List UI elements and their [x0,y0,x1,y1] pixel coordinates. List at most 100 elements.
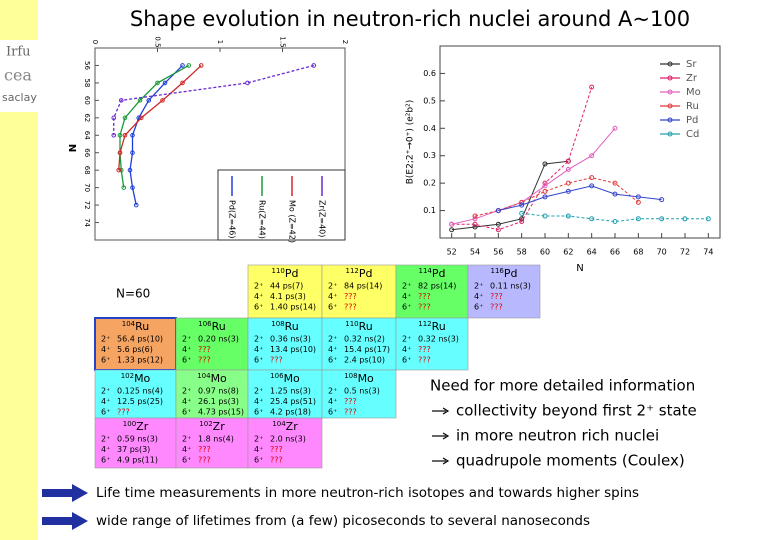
data-point [612,180,618,186]
state-label: 2⁺ [254,435,263,444]
data-point [162,80,168,86]
nucleus-cell [321,317,397,371]
lifetime: 15.4 ps(17) [344,345,390,354]
mass-number: 100 [123,420,136,428]
data-point [635,216,641,222]
x-tick-label: 70 [657,248,667,257]
state-label: 4⁺ [474,292,483,301]
slide-title: Shape evolution in neutron-rich nuclei a… [130,7,690,31]
data-point [612,191,618,197]
state-label: 2⁺ [474,282,483,291]
legend-marker [667,131,673,137]
data-point [542,183,548,189]
lifetime: 44 ps(7) [270,282,303,291]
legend-marker [667,61,673,67]
data-point [519,219,525,225]
logo-text: cea [4,66,32,85]
x-tick-label: 62 [563,248,573,257]
data-point [542,161,548,167]
state-label: 6⁺ [254,356,263,365]
series-line [129,64,183,206]
state-label: 2⁺ [254,282,263,291]
lifetime: 25.4 ps(51) [270,397,316,406]
state-label: 6⁺ [182,456,191,465]
element-symbol: Pd [285,267,299,280]
lifetime: 5.6 ps(6) [117,345,153,354]
y-tick-label: 62 [83,113,91,122]
data-point [127,167,133,173]
legend-label: Pd(Z=46) [228,200,237,239]
lifetime: 56.4 ps(10) [117,335,163,344]
data-point [137,98,143,103]
data-point [160,98,165,103]
y-tick-label: 60 [83,96,91,105]
notes-heading: Need for more detailed information [430,377,695,395]
data-point [495,227,501,233]
lifetime: 84 ps(14) [344,282,382,291]
data-point [542,213,548,219]
energy-plot: 0 0.5 1 1.5 2 56 58 60 62 64 66 68 70 72 74 N Pd(Z=46) Ru… [66,36,349,243]
lifetime: 0.5 ns(3) [344,387,380,396]
data-point [565,166,571,172]
note-item: quadrupole moments (Coulex) [456,452,685,470]
nucleus-name: 108Ru [271,320,299,333]
lifetime: ??? [418,345,431,354]
bullet-text: wide range of lifetimes from (a few) pic… [96,513,590,529]
mass-number: 106 [198,320,212,328]
state-label: 6⁺ [254,408,263,417]
y-tick-label: 58 [83,78,91,87]
y-tick-label: 66 [83,148,91,157]
legend-label: Zr(Z=40) [318,200,327,237]
data-point [589,216,595,222]
legend-label: Ru(Z=44) [258,200,267,239]
bullet-text: Life time measurements in more neutron-r… [96,485,639,501]
lifetime: 2.0 ns(3) [270,435,306,444]
data-point [542,194,548,200]
nucleus-cell [94,417,177,469]
mass-number: 104 [122,320,136,328]
nucleus-cell [247,417,323,469]
element-symbol: Mo [358,372,374,385]
lifetime: ??? [270,356,283,365]
mass-number: 104 [272,420,286,428]
mass-number: 102 [121,372,134,380]
nucleus-name: 102Zr [199,420,225,433]
lifetime: ??? [490,292,503,301]
state-label: 2⁺ [328,387,337,396]
lifetime: ??? [117,408,130,417]
mass-number: 116 [491,267,505,275]
nucleus-name: 110Ru [345,320,373,333]
nucleus-cell [175,369,249,419]
state-label: 4⁺ [328,397,337,406]
state-label: 4⁺ [328,345,337,354]
mass-number: 102 [199,420,212,428]
state-label: 6⁺ [328,303,337,312]
data-point [130,150,135,156]
mass-number: 104 [197,372,211,380]
lifetime: 0.32 ns(3) [418,335,459,344]
data-point [449,221,455,227]
lifetime: ??? [198,445,211,454]
x-tick-label: 64 [587,248,597,257]
lifetime: 0.20 ns(3) [198,335,239,344]
data-point [180,63,185,68]
series-line [474,177,639,217]
lifetime: 0.11 ns(3) [490,282,531,291]
legend-marker [667,89,673,95]
nucleus-name: 104Zr [272,420,298,433]
lifetime: ??? [344,397,357,406]
x-tick-label: 2 [341,40,349,44]
nucleus-name: 102Mo [121,372,151,385]
data-point [180,80,185,86]
data-point [118,98,124,103]
lifetime: 12.5 ps(25) [117,397,163,406]
arrow-head [442,432,450,440]
series-line [118,64,202,171]
nucleus-name: 100Zr [123,420,149,433]
state-label: 4⁺ [101,345,110,354]
lifetime: 13.4 ps(10) [270,345,316,354]
lifetime: 0.125 ns(4) [117,387,163,396]
state-label: 4⁺ [402,292,411,301]
